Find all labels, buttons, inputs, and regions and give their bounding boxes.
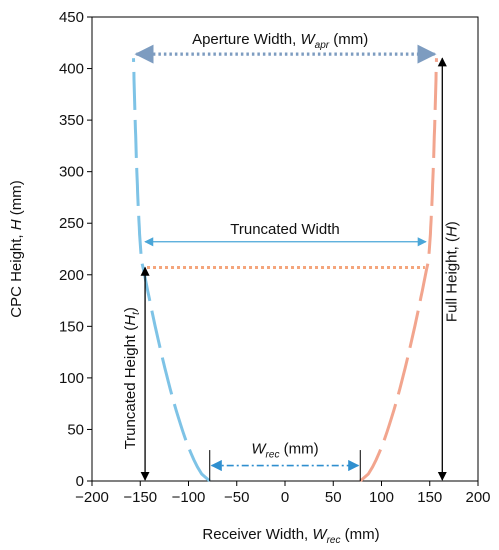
- y-tick-label: 400: [59, 61, 84, 78]
- receiver-width-label: Wrec (mm): [251, 441, 318, 461]
- truncated-height-label: Truncated Height (Ht): [122, 307, 142, 449]
- y-tick-label: 200: [59, 267, 84, 284]
- right-cpc-profile: [359, 58, 438, 483]
- x-tick-label: −50: [224, 489, 249, 506]
- aperture-width-label: Aperture Width, Wapr (mm): [192, 31, 368, 51]
- x-tick-label: −100: [172, 489, 206, 506]
- y-tick-label: 450: [59, 9, 84, 26]
- x-tick-label: 100: [369, 489, 394, 506]
- y-axis-ticks: 0 50 100 150 200 250 300 350 400 450: [59, 9, 92, 490]
- y-tick-label: 300: [59, 164, 84, 181]
- x-tick-label: −150: [123, 489, 157, 506]
- x-axis-ticks: −200 −150 −100 −50 0 50 100 150 200: [75, 481, 491, 506]
- x-axis-label: Receiver Width, Wrec (mm): [202, 526, 379, 546]
- y-axis-label: CPC Height, H (mm): [8, 180, 25, 318]
- x-tick-label: −200: [75, 489, 109, 506]
- plot-frame: [91, 16, 479, 482]
- truncated-width-label: Truncated Width: [230, 221, 340, 238]
- y-tick-label: 350: [59, 112, 84, 129]
- full-height-label: Full Height, (H): [443, 221, 460, 322]
- x-tick-label: 200: [465, 489, 490, 506]
- y-tick-label: 250: [59, 215, 84, 232]
- y-tick-label: 50: [67, 421, 84, 438]
- x-tick-label: 50: [325, 489, 342, 506]
- y-tick-label: 100: [59, 370, 84, 387]
- y-tick-label: 150: [59, 318, 84, 335]
- x-tick-label: 150: [417, 489, 442, 506]
- x-tick-label: 0: [281, 489, 289, 506]
- y-tick-label: 0: [76, 473, 84, 490]
